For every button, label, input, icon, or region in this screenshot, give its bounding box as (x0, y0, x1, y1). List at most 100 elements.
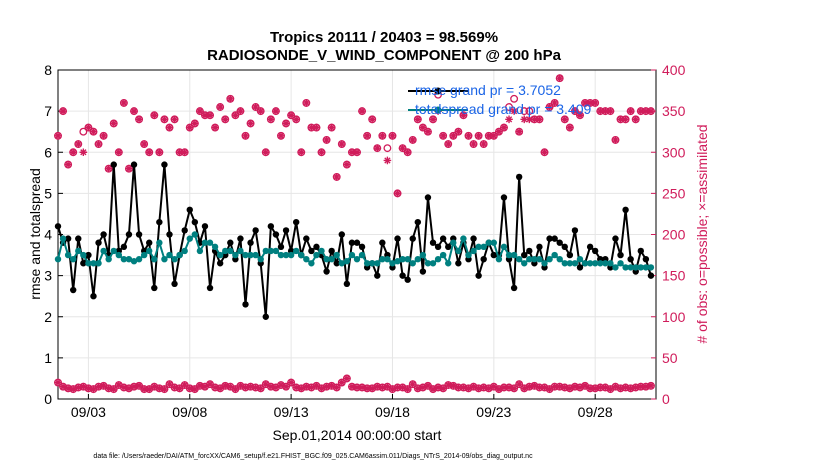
obs_assimilated-point (550, 382, 559, 391)
obs_assimilated-point (54, 378, 62, 387)
obs_assimilated_upper-point (449, 132, 458, 140)
obs_assimilated-point (175, 384, 184, 393)
totalspread-point (470, 247, 477, 255)
obs_assimilated-point (368, 384, 377, 393)
totalspread-point (434, 255, 442, 263)
totalspread-point (338, 260, 345, 267)
obs_assimilated-point (94, 382, 103, 391)
rmse-point (551, 235, 558, 242)
obs_assimilated-point (160, 385, 169, 393)
obs_assimilated_upper-point (540, 148, 549, 157)
obs_assimilated_upper-point (104, 164, 113, 173)
obs_assimilated-point (647, 382, 655, 390)
obs_possible_upper-point (383, 144, 392, 153)
obs_assimilated-point (373, 382, 382, 391)
series-obs_assimilated (54, 374, 655, 393)
totalspread-point (394, 258, 401, 265)
totalspread-point (419, 251, 427, 259)
rmse-point (216, 260, 224, 267)
y-axis-right: 0 50 100 150 200 250 300 350 400 (651, 62, 686, 407)
totalspread-point (313, 251, 320, 259)
rmse-point (206, 284, 214, 292)
obs_assimilated_upper-point (358, 107, 366, 115)
obs_assimilated_upper-point (414, 115, 422, 124)
obs_assimilated_upper-point (191, 119, 199, 128)
y-left-tick-label: 8 (44, 62, 52, 78)
obs_assimilated_upper-point (206, 111, 214, 120)
rmse-point (404, 276, 411, 283)
legend-marker-rmse (434, 87, 442, 95)
totalspread-point (146, 247, 153, 255)
totalspread-point (318, 247, 325, 255)
obs_assimilated-point (358, 383, 366, 392)
totalspread-point (510, 251, 518, 259)
obs_assimilated-point (530, 382, 539, 390)
totalspread-point (262, 247, 269, 255)
totalspread-point (105, 255, 112, 263)
obs_assimilated-point (282, 382, 290, 391)
rmse-point (242, 301, 249, 308)
totalspread-point (90, 260, 97, 267)
obs_assimilated-point (241, 383, 250, 392)
y-right-tick-label: 50 (662, 350, 678, 366)
obs_assimilated-point (566, 384, 574, 393)
rmse-point (80, 260, 87, 267)
totalspread-point (505, 251, 513, 259)
obs_assimilated_upper-point (642, 107, 650, 115)
obs_assimilated-point (479, 383, 488, 392)
obs_assimilated_upper-point (236, 107, 245, 115)
totalspread-point (100, 247, 107, 255)
obs_assimilated_upper-point (591, 99, 599, 107)
totalspread-point (343, 258, 351, 265)
totalspread-point (358, 251, 366, 259)
obs_assimilated-point (84, 384, 93, 393)
obs_assimilated-point (408, 380, 417, 388)
rmse-point (338, 231, 345, 238)
totalspread-point (176, 251, 183, 259)
obs_assimilated_upper-point (490, 132, 498, 140)
rmse-point (561, 243, 568, 251)
obs_assimilated-point (226, 382, 235, 391)
totalspread-point (586, 260, 594, 267)
obs_assimilated-point (555, 382, 564, 391)
totalspread-point (531, 255, 538, 263)
totalspread-point (627, 264, 634, 271)
obs_assimilated_upper-point (403, 148, 412, 157)
totalspread-point (465, 251, 472, 259)
obs_assimilated_upper-point (277, 132, 285, 140)
obs_possible_upper-point (525, 107, 534, 116)
obs_assimilated-point (535, 383, 544, 392)
totalspread-point (429, 260, 437, 267)
y-right-tick-label: 250 (662, 185, 686, 201)
rmse-point (277, 243, 285, 251)
rmse-point (617, 251, 624, 259)
obs_assimilated_upper-point (292, 115, 300, 124)
rmse-point (64, 235, 72, 242)
rmse-point (439, 235, 447, 242)
obs_assimilated_upper-point (221, 115, 230, 124)
totalspread-point (242, 251, 249, 259)
obs_assimilated-point (287, 378, 295, 387)
rmse-point (622, 206, 629, 214)
x-tick-label: 09/13 (274, 404, 309, 420)
series-obs_assimilated_upper (54, 74, 655, 198)
obs_assimilated-point (216, 384, 224, 393)
rmse-point (374, 272, 381, 279)
rmse-point (399, 272, 406, 279)
obs_assimilated-point (337, 378, 346, 387)
obs_assimilated_upper-point (84, 123, 93, 132)
rmse-point (90, 292, 97, 300)
y-left-tick-label: 4 (44, 227, 52, 243)
obs_assimilated_upper-point (469, 140, 478, 148)
obs_assimilated-point (525, 382, 534, 391)
rmse-point (146, 239, 153, 246)
obs_assimilated-point (59, 382, 67, 391)
obs_assimilated_upper-point (383, 156, 392, 165)
totalspread-point (222, 247, 229, 255)
obs_assimilated_upper-point (216, 103, 224, 111)
obs_assimilated_upper-point (500, 123, 508, 132)
obs_assimilated_upper-point (520, 115, 529, 124)
rmse-point (181, 227, 188, 234)
series-layer (54, 74, 655, 394)
rmse-point (358, 243, 366, 251)
